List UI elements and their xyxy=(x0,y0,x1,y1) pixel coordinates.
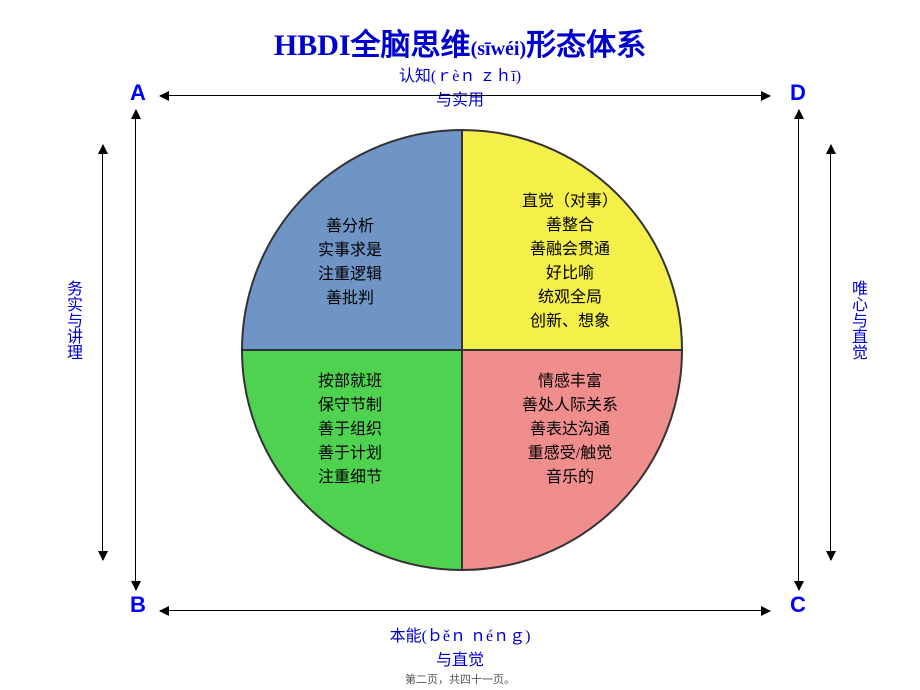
quadrant-A-text: 善分析 实事求是 注重逻辑 善批判 xyxy=(260,215,440,311)
quadrant-C-text: 情感丰富 善处人际关系 善表达沟通 重感受/触觉 音乐的 xyxy=(470,370,670,490)
slide: { "title": { "main": "HBDI全脑思维", "pinyin… xyxy=(0,0,920,690)
page-footer: 第二页，共四十一页。 xyxy=(0,671,920,687)
quadrant-D-text: 直觉（对事） 善整合 善融会贯通 好比喻 统观全局 创新、想象 xyxy=(470,190,670,334)
quadrant-B-text: 按部就班 保守节制 善于组织 善于计划 注重细节 xyxy=(260,370,440,490)
pie-chart xyxy=(0,0,920,690)
